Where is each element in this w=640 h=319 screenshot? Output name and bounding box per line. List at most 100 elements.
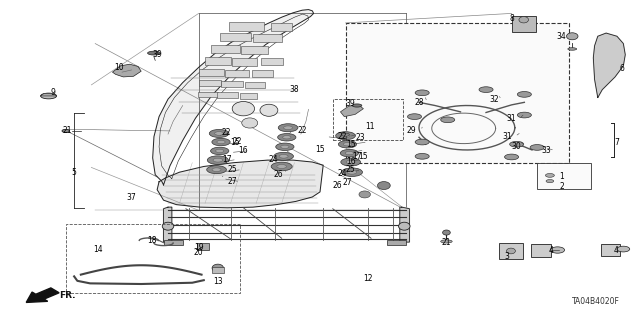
Bar [199,69,223,76]
Ellipse shape [281,145,289,148]
Ellipse shape [341,158,360,166]
Text: 4: 4 [613,246,618,255]
Ellipse shape [415,90,429,96]
Ellipse shape [340,149,358,157]
Text: FR.: FR. [60,291,76,300]
Bar [531,244,551,257]
Ellipse shape [550,247,564,253]
Polygon shape [400,207,410,242]
Ellipse shape [519,17,529,23]
Ellipse shape [213,158,223,162]
Bar [261,58,284,65]
Ellipse shape [415,153,429,159]
Ellipse shape [399,222,410,230]
Bar [66,224,239,293]
Ellipse shape [347,170,356,174]
Polygon shape [113,64,141,77]
Text: 14: 14 [93,245,102,254]
Text: 10: 10 [114,63,124,72]
Ellipse shape [345,152,353,155]
Polygon shape [593,33,625,98]
Ellipse shape [352,104,362,107]
Text: 6: 6 [620,64,625,73]
Text: 7: 7 [614,137,620,146]
Ellipse shape [568,48,577,50]
Ellipse shape [343,143,351,146]
Ellipse shape [277,165,287,168]
Ellipse shape [214,132,223,135]
Text: 13: 13 [213,277,223,286]
Bar [387,240,406,245]
Polygon shape [153,10,314,185]
Text: 25: 25 [228,165,237,174]
Ellipse shape [163,222,173,230]
Text: 39: 39 [346,100,356,108]
Text: 2: 2 [559,182,564,191]
Ellipse shape [479,87,493,93]
Bar [252,70,273,77]
Text: 19: 19 [194,243,204,252]
Text: 30: 30 [512,142,522,151]
Text: 39: 39 [152,50,162,59]
Ellipse shape [566,33,578,40]
Text: 8: 8 [509,14,514,23]
Ellipse shape [342,133,349,136]
Text: 22: 22 [298,126,307,135]
Ellipse shape [339,141,356,148]
Polygon shape [157,160,323,208]
Bar [212,268,223,273]
Ellipse shape [216,149,224,152]
Ellipse shape [336,132,355,140]
Ellipse shape [617,246,630,252]
Ellipse shape [506,248,515,254]
Bar [220,33,251,41]
Text: 23: 23 [355,133,365,142]
Bar [244,82,265,88]
Text: 21: 21 [442,238,451,247]
Text: 4: 4 [548,246,554,255]
Text: 28: 28 [414,98,424,107]
Text: 9: 9 [51,88,56,97]
Text: 32: 32 [490,95,499,104]
Text: 38: 38 [290,85,300,94]
Bar [211,45,239,53]
Text: 31: 31 [507,114,516,123]
Bar [198,92,218,97]
Text: 11: 11 [365,122,374,131]
Bar [229,22,264,31]
Text: 17: 17 [352,152,362,161]
Ellipse shape [441,240,452,243]
Ellipse shape [415,139,429,145]
Text: 16: 16 [346,157,355,166]
Text: 25: 25 [346,165,355,174]
Ellipse shape [271,162,292,171]
Text: 15: 15 [315,145,325,154]
Text: 34: 34 [557,32,566,41]
Ellipse shape [212,168,221,171]
Bar [511,16,536,33]
Text: 12: 12 [363,274,372,283]
Text: 1: 1 [559,173,564,182]
Text: 15: 15 [230,137,240,146]
Ellipse shape [211,147,229,155]
Ellipse shape [341,168,362,176]
Bar [499,243,523,259]
Text: 22: 22 [232,137,242,145]
Ellipse shape [278,134,296,141]
Text: 31: 31 [502,132,512,141]
Ellipse shape [207,156,228,164]
Polygon shape [40,93,57,96]
Polygon shape [340,105,364,117]
Text: TA04B4020F: TA04B4020F [572,297,620,306]
Bar [271,23,292,31]
Ellipse shape [408,114,422,120]
Ellipse shape [242,118,258,128]
Ellipse shape [212,264,223,272]
Ellipse shape [232,101,255,116]
Text: 24: 24 [269,155,278,164]
Bar [601,244,620,256]
Polygon shape [164,207,172,242]
Text: 26: 26 [332,181,342,190]
Ellipse shape [40,93,56,99]
Text: 16: 16 [239,146,248,155]
